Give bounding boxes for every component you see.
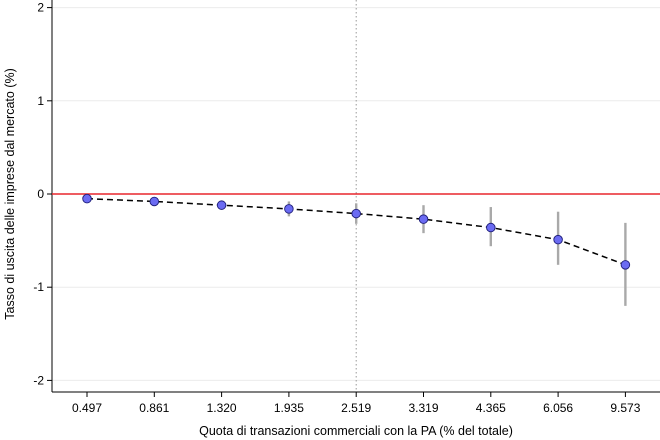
x-tick-label: 0.861 [139, 401, 169, 415]
data-point [486, 222, 496, 233]
x-tick-label: 9.573 [610, 401, 640, 415]
y-axis-title: Tasso di uscita delle imprese dal mercat… [3, 68, 17, 320]
x-axis-title: Quota di transazioni commerciali con la … [199, 424, 513, 438]
series-dashed-line [86, 197, 626, 266]
axes [47, 0, 660, 397]
y-tick-label: -1 [33, 280, 44, 294]
data-point [553, 234, 563, 245]
x-tick-label: 6.056 [543, 401, 573, 415]
data-point [418, 214, 429, 224]
data-points [82, 193, 631, 270]
x-tick-label: 3.319 [408, 401, 438, 415]
data-point [620, 260, 631, 270]
data-point [351, 208, 361, 219]
y-tick-label: 1 [37, 94, 44, 108]
x-tick-label: 4.365 [476, 401, 506, 415]
data-point [216, 200, 227, 210]
data-point [149, 196, 160, 207]
y-tick-label: 2 [37, 1, 44, 15]
data-point [284, 204, 294, 214]
x-tick-label: 2.519 [341, 401, 371, 415]
y-tick-label: -2 [33, 373, 44, 387]
reference-lines [52, 0, 660, 392]
series-line [86, 197, 626, 266]
x-tick-label: 1.935 [274, 401, 304, 415]
y-tick-label: 0 [37, 187, 44, 201]
x-tick-label: 0.497 [72, 401, 102, 415]
tick-labels: 2 1 0 -1 -2 0.497 0.861 1.320 1.935 2.519 3.319 4.3… [33, 1, 640, 415]
x-tick-label: 1.320 [207, 401, 237, 415]
data-point [82, 193, 92, 204]
